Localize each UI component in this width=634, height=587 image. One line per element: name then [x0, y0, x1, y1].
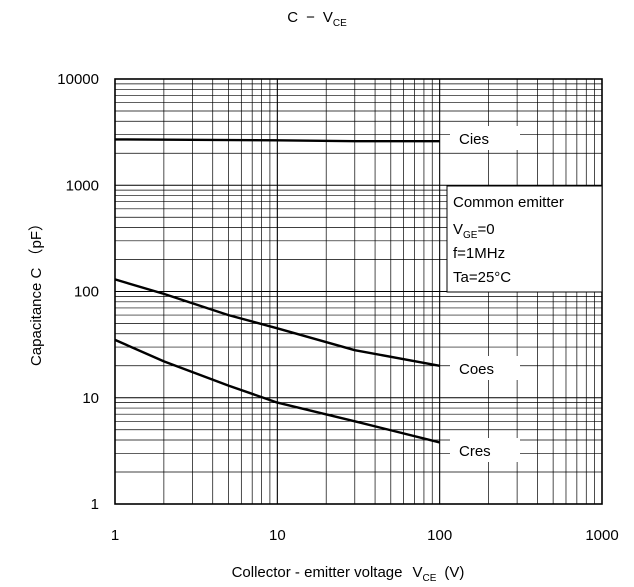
- series-label-box-cres: [450, 438, 520, 462]
- conditions-vge-var: V: [453, 221, 463, 238]
- y-tick-label: 1000: [66, 177, 99, 194]
- conditions-line-4: Ta=25°C: [453, 269, 511, 286]
- series-lines: [114, 138, 440, 444]
- y-tick-label: 10: [82, 390, 99, 407]
- series-label-box-coes: [450, 356, 520, 380]
- conditions-vge-value: =0: [477, 221, 494, 238]
- x-tick-labels: 1 10 100 1000: [111, 527, 619, 544]
- conditions-vge-sub: GE: [463, 230, 478, 241]
- x-axis-label-var: V: [412, 564, 422, 581]
- chart-title-v: V: [323, 9, 333, 26]
- x-axis-label-unit: (V): [444, 564, 464, 581]
- conditions-line-2: VGE=0: [453, 221, 495, 241]
- y-axis-label: Capacitance C （pF）: [28, 216, 45, 366]
- series-line-cres: [114, 338, 440, 444]
- x-axis-label: Collector - emitter voltage VCE (V): [232, 564, 465, 584]
- x-tick-label: 10: [269, 527, 286, 544]
- chart-title-c: C: [287, 9, 298, 26]
- series-label-box-cies: [450, 126, 520, 150]
- y-tick-label: 1: [91, 496, 99, 513]
- y-tick-label: 10000: [57, 71, 99, 88]
- x-axis-label-text: Collector - emitter voltage: [232, 564, 403, 581]
- chart-title-dash: −: [306, 9, 315, 26]
- conditions-box: [446, 185, 603, 293]
- conditions-line-1: Common emitter: [453, 194, 564, 211]
- conditions-line-3: f=1MHz: [453, 245, 505, 262]
- series-label-coes: Coes: [459, 361, 494, 378]
- series-label-cies: Cies: [459, 131, 489, 148]
- x-axis-label-sub: CE: [423, 573, 437, 584]
- series-label-cres: Cres: [459, 443, 491, 460]
- y-tick-label: 100: [74, 284, 99, 301]
- series-line-cies: [114, 138, 440, 143]
- chart-title-sub: CE: [333, 18, 347, 29]
- x-tick-label: 1000: [585, 527, 618, 544]
- x-tick-label: 1: [111, 527, 119, 544]
- y-tick-labels: 1 10 100 1000 10000: [57, 71, 99, 513]
- series-line-coes: [114, 278, 440, 367]
- chart-title: C − VCE: [287, 9, 347, 29]
- x-tick-label: 100: [427, 527, 452, 544]
